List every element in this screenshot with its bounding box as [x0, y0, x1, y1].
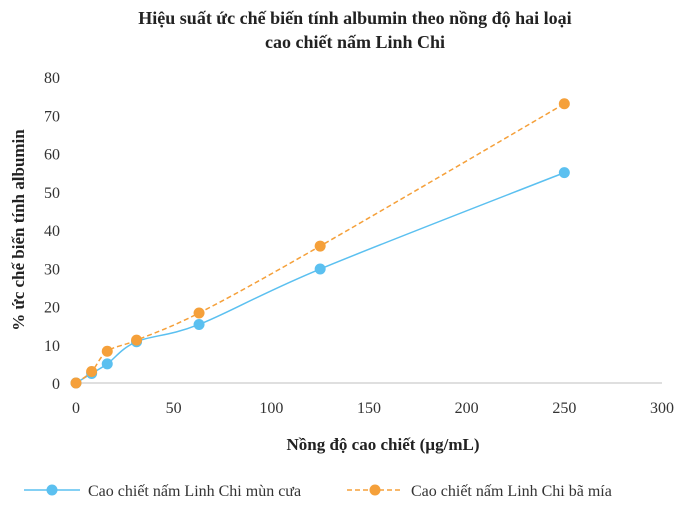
y-tick-labels: 0 10 20 30 40 50 60 70 80 — [44, 70, 60, 393]
series-2 — [70, 98, 570, 389]
x-axis-label: Nồng độ cao chiết (µg/mL) — [286, 435, 479, 454]
y-tick-label: 10 — [44, 338, 60, 355]
legend-item-2: Cao chiết nấm Linh Chi bã mía — [347, 483, 612, 500]
y-tick-label: 0 — [52, 376, 60, 393]
y-axis-label: % ức chế biến tính albumin — [9, 129, 28, 331]
data-point — [314, 240, 326, 252]
y-tick-label: 50 — [44, 185, 60, 202]
chart-title-line-2: cao chiết nấm Linh Chi — [265, 32, 445, 52]
series-layer — [70, 98, 570, 389]
x-tick-label: 150 — [357, 400, 381, 417]
y-tick-label: 70 — [44, 108, 60, 125]
data-point — [193, 318, 205, 330]
legend-label-2: Cao chiết nấm Linh Chi bã mía — [411, 483, 612, 500]
x-tick-label: 100 — [259, 400, 283, 417]
y-tick-label: 20 — [44, 300, 60, 317]
series-1 — [70, 167, 570, 389]
legend-marker-2 — [369, 484, 381, 496]
data-point — [131, 334, 143, 346]
data-point — [193, 307, 205, 319]
data-point — [314, 263, 326, 275]
x-tick-label: 200 — [455, 400, 479, 417]
data-point — [101, 358, 113, 370]
x-tick-label: 250 — [552, 400, 576, 417]
series-line-1 — [75, 171, 565, 384]
y-tick-label: 60 — [44, 147, 60, 164]
legend-item-1: Cao chiết nấm Linh Chi mùn cưa — [24, 483, 301, 500]
chart-title-line-1: Hiệu suất ức chế biến tính albumin theo … — [138, 8, 571, 28]
legend: Cao chiết nấm Linh Chi mùn cưa Cao chiết… — [24, 483, 612, 500]
legend-label-1: Cao chiết nấm Linh Chi mùn cưa — [88, 483, 301, 500]
series-line-2 — [75, 103, 565, 384]
data-point — [86, 366, 98, 378]
x-tick-label: 50 — [166, 400, 182, 417]
x-tick-label: 0 — [72, 400, 80, 417]
data-point — [101, 345, 113, 357]
legend-marker-1 — [46, 484, 58, 496]
y-tick-label: 80 — [44, 70, 60, 87]
y-tick-label: 40 — [44, 223, 60, 240]
y-tick-label: 30 — [44, 261, 60, 278]
data-point — [70, 377, 82, 389]
data-point — [558, 98, 570, 110]
x-tick-label: 300 — [650, 400, 674, 417]
data-point — [558, 167, 570, 179]
chart-title: Hiệu suất ức chế biến tính albumin theo … — [138, 8, 571, 52]
x-tick-labels: 0 50 100 150 200 250 300 — [72, 400, 674, 417]
